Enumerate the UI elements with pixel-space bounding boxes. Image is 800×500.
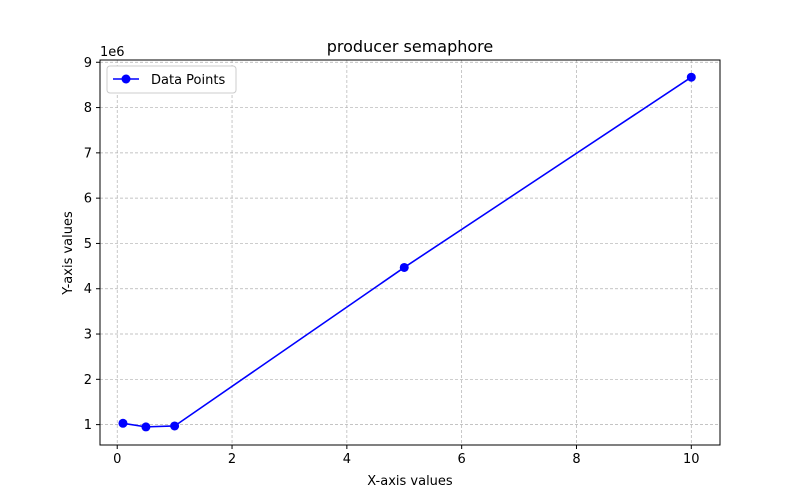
y-tick-label: 5 bbox=[84, 237, 92, 252]
y-tick-label: 1 bbox=[84, 418, 92, 433]
grid bbox=[100, 60, 720, 445]
x-tick-label: 4 bbox=[343, 452, 351, 467]
data-point bbox=[399, 262, 409, 272]
plot-area bbox=[118, 72, 696, 432]
y-tick-label: 7 bbox=[84, 146, 92, 161]
y-tick-label: 6 bbox=[84, 192, 92, 207]
x-tick-label: 6 bbox=[458, 452, 466, 467]
y-tick-label: 2 bbox=[84, 373, 92, 388]
data-point bbox=[141, 422, 151, 432]
y-axis-label: Y-axis values bbox=[61, 211, 76, 296]
legend-marker bbox=[121, 74, 131, 84]
y-tick-label: 9 bbox=[84, 56, 92, 71]
chart-title: producer semaphore bbox=[327, 37, 494, 56]
x-tick-label: 2 bbox=[228, 452, 236, 467]
data-point bbox=[170, 421, 180, 431]
y-tick-label: 4 bbox=[84, 282, 92, 297]
x-tick-label: 8 bbox=[572, 452, 580, 467]
data-point bbox=[686, 72, 696, 82]
legend-label: Data Points bbox=[151, 73, 225, 88]
y-tick-label: 8 bbox=[84, 101, 92, 116]
plot-frame bbox=[99, 59, 721, 446]
y-tick-label: 3 bbox=[84, 328, 92, 343]
data-point bbox=[118, 418, 128, 428]
legend: Data Points bbox=[106, 65, 237, 94]
y-multiplier-label: 1e6 bbox=[100, 45, 125, 60]
x-axis-label: X-axis values bbox=[367, 474, 453, 489]
legend-box bbox=[106, 65, 237, 94]
x-tick-label: 0 bbox=[113, 452, 121, 467]
x-tick-label: 10 bbox=[683, 452, 700, 467]
